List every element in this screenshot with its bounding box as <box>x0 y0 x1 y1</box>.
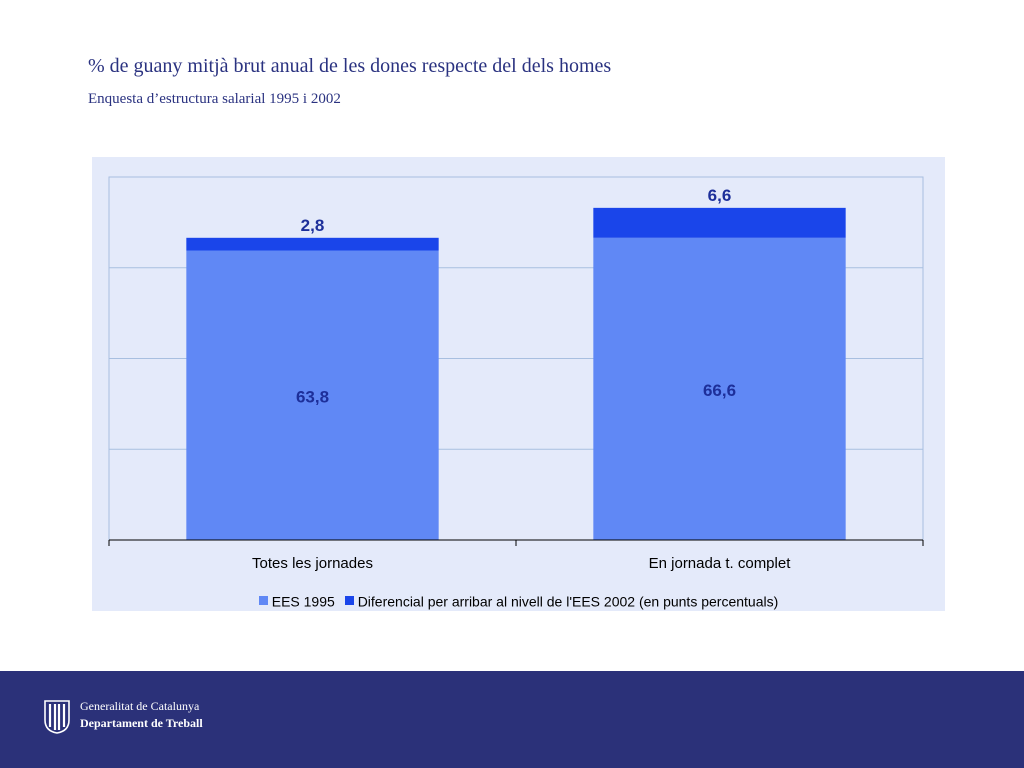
generalitat-logo-icon <box>44 700 70 734</box>
chart-panel: 63,8 2,8 Totes les jornades 66,6 6,6 En jorna… <box>92 157 945 611</box>
bar-chart: 63,8 2,8 Totes les jornades 66,6 6,6 En jorna… <box>108 176 924 572</box>
data-label: 66,6 <box>703 381 736 400</box>
bar-segment <box>593 237 846 540</box>
footer-bar: Generalitat de Catalunya Departament de … <box>0 671 1024 768</box>
legend-swatch-ees-1995 <box>258 596 268 606</box>
chart-legend: EES 1995 Diferencial per arribar al nive… <box>92 591 945 609</box>
bar-segment <box>186 237 439 251</box>
data-label: 63,8 <box>296 387 329 406</box>
data-label: 2,8 <box>301 216 325 235</box>
legend-item-diferencial: Diferencial per arribar al nivell de l'E… <box>344 592 779 609</box>
x-tick-label: En jornada t. complet <box>649 555 792 572</box>
data-label: 6,6 <box>708 186 732 205</box>
page-subtitle: Enquesta d’estructura salarial 1995 i 20… <box>88 91 341 107</box>
bar-segment <box>186 250 439 540</box>
legend-label-diferencial: Diferencial per arribar al nivell de l'E… <box>357 592 779 609</box>
legend-item-ees-1995: EES 1995 <box>258 592 335 609</box>
legend-swatch-diferencial <box>344 596 354 606</box>
bar-segment <box>593 207 846 238</box>
page-title: % de guany mitjà brut anual de les dones… <box>88 55 612 77</box>
legend-label-ees-1995: EES 1995 <box>271 592 335 609</box>
footer-org-name: Generalitat de Catalunya <box>80 699 200 713</box>
footer-department: Departament de Treball <box>80 716 203 730</box>
x-tick-label: Totes les jornades <box>252 555 373 572</box>
